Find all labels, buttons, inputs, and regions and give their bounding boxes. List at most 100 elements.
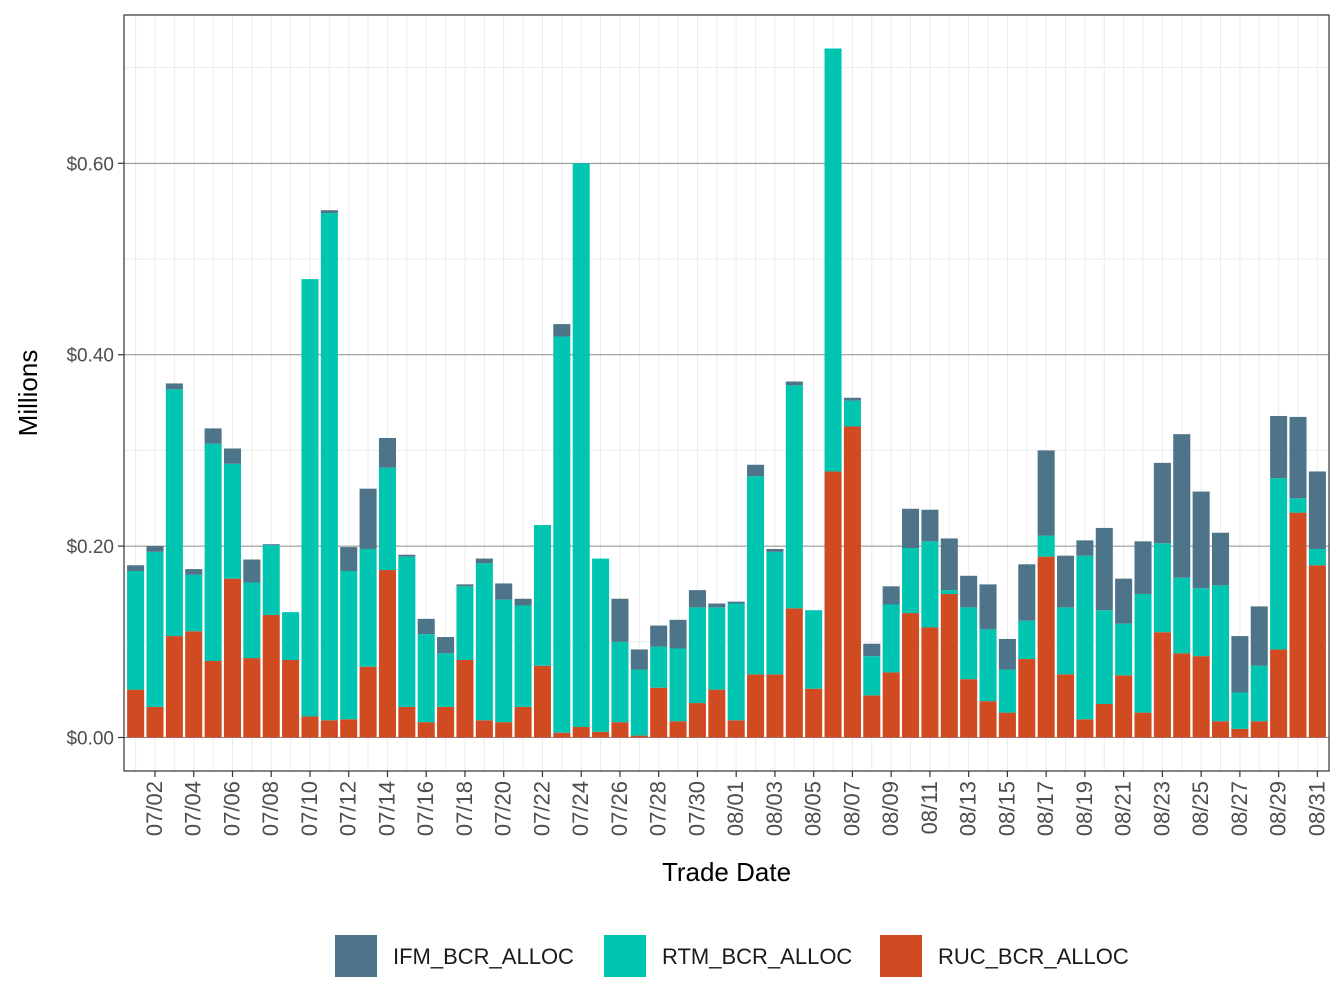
bar-ifm-bcr-alloc [1037, 450, 1055, 536]
bar-ruc-bcr-alloc [475, 720, 493, 738]
bar-ifm-bcr-alloc [688, 590, 706, 608]
bar-ifm-bcr-alloc [843, 397, 861, 401]
bar-rtm-bcr-alloc [708, 607, 726, 690]
bar-rtm-bcr-alloc [940, 590, 958, 594]
x-tick-label: 07/16 [413, 781, 438, 836]
bar-ruc-bcr-alloc [688, 703, 706, 738]
bar-ruc-bcr-alloc [1308, 565, 1326, 738]
bar-ruc-bcr-alloc [1231, 728, 1249, 738]
legend-swatch [335, 935, 377, 977]
bar-rtm-bcr-alloc [1192, 588, 1210, 657]
x-tick-label: 08/15 [994, 781, 1019, 836]
bar-ruc-bcr-alloc [747, 674, 765, 738]
bar-ruc-bcr-alloc [805, 688, 823, 738]
bar-ifm-bcr-alloc [727, 601, 745, 604]
bar-ruc-bcr-alloc [1095, 704, 1113, 738]
bar-ruc-bcr-alloc [146, 706, 164, 738]
bar-ruc-bcr-alloc [262, 615, 280, 738]
bar-rtm-bcr-alloc [243, 582, 261, 659]
bar-ruc-bcr-alloc [592, 731, 610, 738]
legend-swatch [604, 935, 646, 977]
bar-ruc-bcr-alloc [921, 627, 939, 738]
bar-rtm-bcr-alloc [882, 604, 900, 673]
bar-rtm-bcr-alloc [1153, 543, 1171, 633]
bar-ruc-bcr-alloc [1037, 556, 1055, 738]
bar-ifm-bcr-alloc [1153, 462, 1171, 544]
bar-rtm-bcr-alloc [611, 641, 629, 723]
bar-ruc-bcr-alloc [243, 658, 261, 738]
y-axis-title: Millions [13, 350, 43, 437]
bar-ifm-bcr-alloc [185, 569, 203, 575]
bar-rtm-bcr-alloc [320, 213, 338, 721]
x-tick-label: 08/31 [1304, 781, 1329, 836]
bar-ifm-bcr-alloc [902, 508, 920, 549]
bar-ifm-bcr-alloc [747, 464, 765, 477]
x-tick-label: 08/11 [917, 781, 942, 834]
x-tick-label: 07/28 [646, 781, 671, 836]
bar-ruc-bcr-alloc [902, 613, 920, 738]
bar-rtm-bcr-alloc [1037, 535, 1055, 557]
bar-ruc-bcr-alloc [766, 674, 784, 738]
bar-ruc-bcr-alloc [127, 689, 145, 738]
bar-ruc-bcr-alloc [611, 722, 629, 738]
bar-ifm-bcr-alloc [165, 383, 183, 390]
bar-rtm-bcr-alloc [902, 548, 920, 614]
x-tick-label: 07/08 [258, 781, 283, 836]
bar-ruc-bcr-alloc [185, 631, 203, 738]
x-tick-label: 07/20 [491, 781, 516, 836]
bar-ifm-bcr-alloc [766, 548, 784, 552]
bar-ifm-bcr-alloc [359, 488, 377, 549]
bar-ruc-bcr-alloc [437, 706, 455, 738]
bar-rtm-bcr-alloc [553, 336, 571, 733]
bar-rtm-bcr-alloc [417, 634, 435, 723]
bar-ruc-bcr-alloc [863, 695, 881, 738]
bar-ifm-bcr-alloc [1289, 416, 1307, 499]
bar-ruc-bcr-alloc [1153, 632, 1171, 738]
x-tick-label: 07/24 [568, 781, 593, 836]
x-tick-label: 07/12 [336, 781, 361, 836]
bar-ruc-bcr-alloc [282, 659, 300, 738]
bar-rtm-bcr-alloc [437, 653, 455, 707]
bar-rtm-bcr-alloc [1289, 498, 1307, 513]
bar-rtm-bcr-alloc [359, 548, 377, 667]
bar-ifm-bcr-alloc [553, 324, 571, 337]
bar-rtm-bcr-alloc [533, 525, 551, 666]
bar-ruc-bcr-alloc [514, 706, 532, 738]
bar-rtm-bcr-alloc [340, 570, 358, 720]
bar-ifm-bcr-alloc [456, 584, 474, 587]
x-tick-label: 08/21 [1111, 781, 1136, 836]
bar-ifm-bcr-alloc [998, 638, 1016, 670]
bar-rtm-bcr-alloc [282, 612, 300, 660]
x-tick-label: 07/10 [297, 781, 322, 836]
bar-rtm-bcr-alloc [572, 163, 590, 727]
x-tick-label: 08/13 [956, 781, 981, 836]
bar-ruc-bcr-alloc [320, 720, 338, 738]
bar-ifm-bcr-alloc [495, 583, 513, 600]
bar-rtm-bcr-alloc [766, 551, 784, 675]
bar-ruc-bcr-alloc [165, 636, 183, 738]
x-tick-label: 08/25 [1188, 781, 1213, 836]
bar-ruc-bcr-alloc [1192, 656, 1210, 738]
bar-ifm-bcr-alloc [940, 538, 958, 591]
bar-ruc-bcr-alloc [824, 471, 842, 738]
bar-rtm-bcr-alloc [1211, 585, 1230, 722]
x-tick-label: 07/18 [452, 781, 477, 836]
y-tick-label: $0.60 [66, 154, 114, 175]
bar-rtm-bcr-alloc [669, 648, 687, 722]
axis-layer: $0.00 $0.20 $0.40 $0.60 07/02 07/04 07/06 07/08… [66, 154, 1329, 836]
bar-rtm-bcr-alloc [1231, 692, 1249, 729]
bar-ruc-bcr-alloc [553, 732, 571, 738]
bar-ifm-bcr-alloc [708, 603, 726, 608]
bar-ruc-bcr-alloc [398, 706, 416, 738]
bar-ruc-bcr-alloc [301, 716, 319, 738]
bar-ifm-bcr-alloc [669, 619, 687, 649]
bar-ifm-bcr-alloc [1018, 564, 1036, 621]
bar-rtm-bcr-alloc [1134, 593, 1152, 713]
bar-ruc-bcr-alloc [1076, 719, 1094, 738]
bar-rtm-bcr-alloc [785, 385, 803, 609]
x-tick-label: 08/17 [1033, 781, 1058, 836]
bar-rtm-bcr-alloc [127, 570, 145, 690]
bar-ifm-bcr-alloc [863, 643, 881, 657]
bar-ifm-bcr-alloc [1250, 606, 1268, 666]
bar-rtm-bcr-alloc [514, 605, 532, 707]
